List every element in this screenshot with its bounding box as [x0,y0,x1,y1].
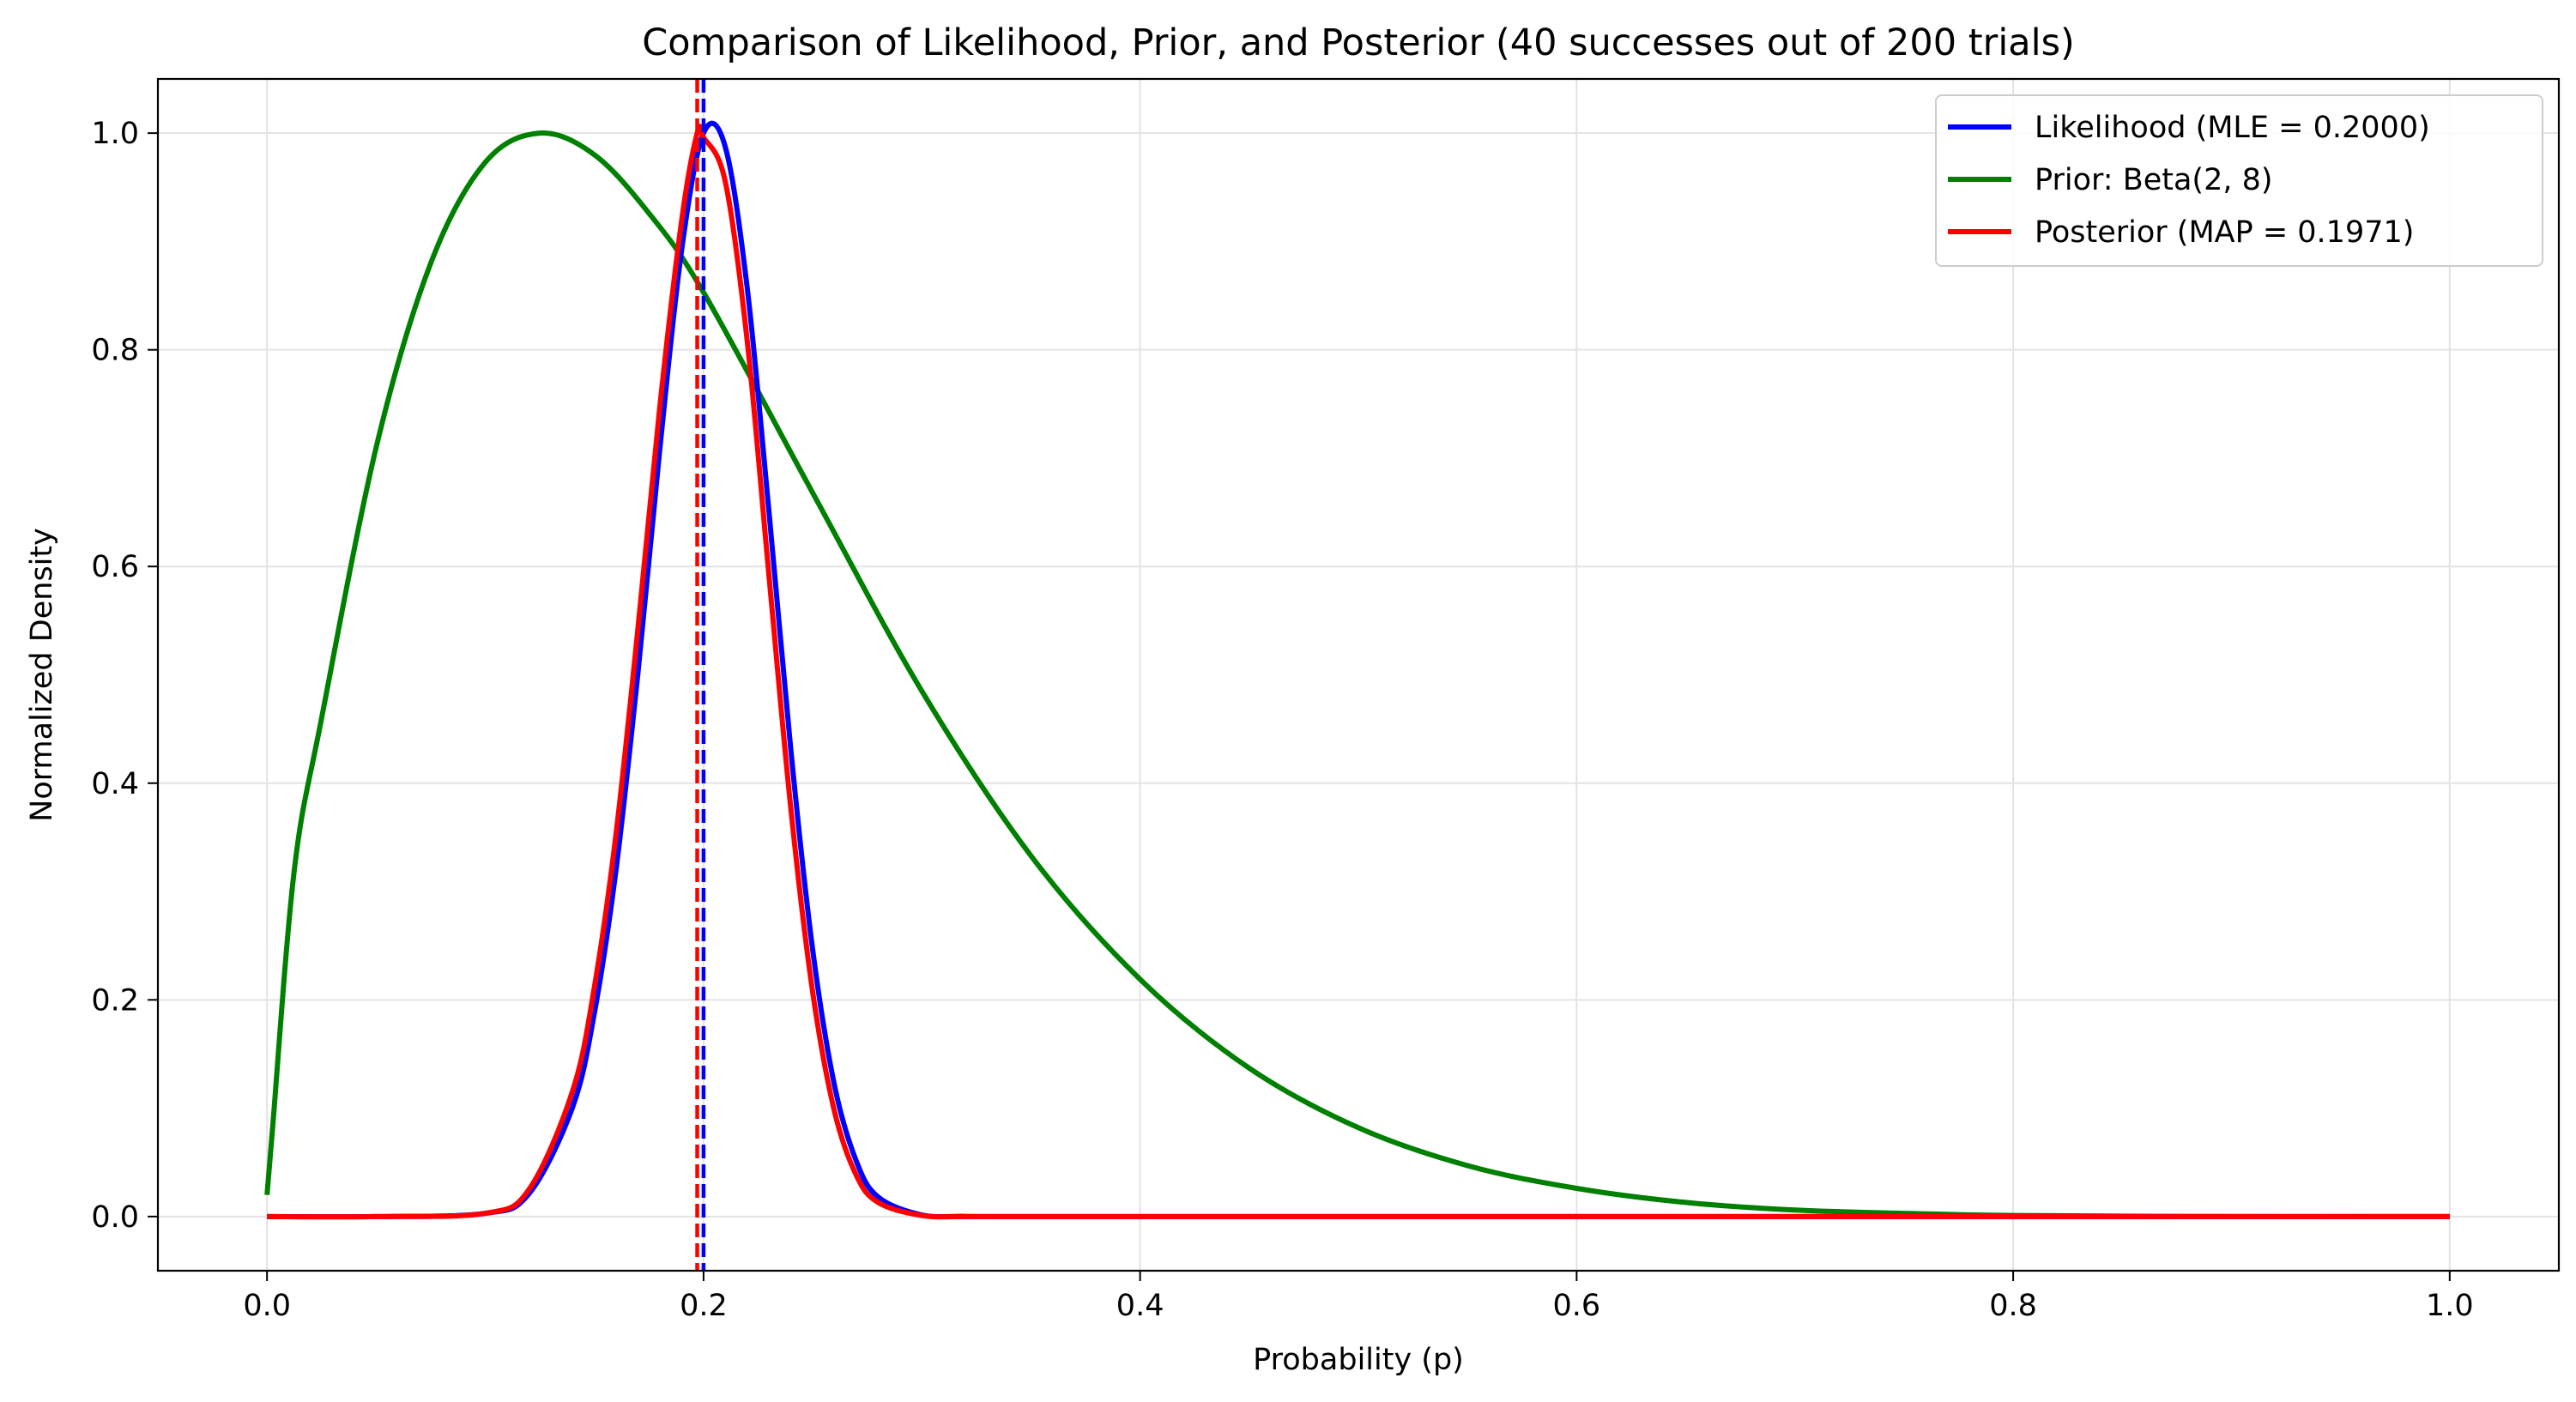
x-tick-label: 0.0 [243,1289,291,1323]
axis-ticks: 0.0 0.2 0.4 0.6 0.8 1.0 0.0 0.2 0.4 0.6 0.8 1.0 [91,117,2473,1323]
y-tick-label: 0.4 [91,767,139,801]
plot-lines [264,79,2450,1271]
legend-box [1935,94,2543,267]
y-tick-label: 1.0 [91,117,139,151]
y-tick-label: 0.2 [91,983,139,1018]
x-tick-label: 0.6 [1553,1289,1601,1323]
y-tick-label: 0.0 [91,1200,139,1235]
y-tick-label: 0.8 [91,334,139,368]
y-tick-label: 0.6 [91,550,139,584]
chart-title: Comparison of Likelihood, Prior, and Pos… [642,21,2075,64]
x-tick-label: 0.4 [1116,1289,1164,1323]
plot-area [264,79,2450,1271]
legend-label: Prior: Beta(2, 8) [2035,163,2273,197]
axes-frame [156,77,2561,1272]
prior-line [264,130,2450,1219]
legend-label: Posterior (MAP = 0.1971) [2035,215,2414,250]
x-axis-label: Probability (p) [1253,1343,1464,1377]
x-tick-label: 1.0 [2426,1289,2474,1323]
legend: Likelihood (MLE = 0.2000) Prior: Beta(2, … [1935,94,2543,267]
legend-label: Likelihood (MLE = 0.2000) [2035,111,2430,145]
x-tick-label: 0.2 [680,1289,728,1323]
posterior-line [267,124,2450,1220]
y-axis-label: Normalized Density [25,528,59,822]
x-tick-label: 0.8 [1989,1289,2037,1323]
